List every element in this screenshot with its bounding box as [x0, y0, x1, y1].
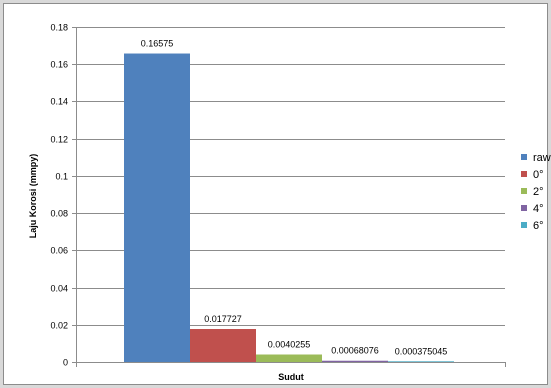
legend-swatch-4 [521, 205, 527, 211]
legend-label-3: 2° [533, 186, 544, 198]
data-label-2: 0.017727 [204, 314, 242, 324]
y-tick-label: 0.04 [50, 284, 68, 294]
legend: raw 0° 2° 4° 6° [521, 152, 551, 232]
legend-label-4: 4° [533, 203, 544, 215]
data-label-5: 0.000375045 [395, 346, 448, 356]
bar-3 [256, 354, 322, 362]
y-tick-label: 0.1 [55, 172, 68, 182]
legend-swatch-1 [521, 154, 527, 160]
legend-swatch-2 [521, 171, 527, 177]
y-tick-label: 0.12 [50, 135, 68, 145]
data-label-4: 0.00068076 [331, 346, 379, 356]
y-tick-label: 0 [63, 358, 68, 368]
legend-label-1: raw [533, 152, 551, 164]
data-label-1: 0.16575 [141, 39, 174, 49]
axes: 0 0.02 0.04 0.06 0.08 0.1 0.12 0.14 0.16 0.18 [50, 23, 506, 368]
data-label-3: 0.0040255 [268, 340, 311, 350]
legend-label-2: 0° [533, 169, 544, 181]
chart-frame [3, 3, 548, 385]
bar-2 [190, 329, 256, 362]
legend-label-5: 6° [533, 220, 544, 232]
y-tick-label: 0.08 [50, 209, 68, 219]
y-tick-label: 0.02 [50, 321, 68, 331]
bar-1 [124, 53, 190, 362]
bar-4 [322, 360, 388, 362]
data-labels: 0.16575 0.017727 0.0040255 0.00068076 0.0003… [141, 39, 448, 357]
y-tick-label: 0.16 [50, 60, 68, 70]
y-tick-label: 0.06 [50, 246, 68, 256]
x-axis-title: Sudut [278, 372, 304, 382]
legend-swatch-5 [521, 222, 527, 228]
legend-swatch-3 [521, 188, 527, 194]
y-axis-title: Laju Korosi (mmpy) [28, 154, 38, 239]
y-tick-label: 0.14 [50, 97, 68, 107]
bar-5 [388, 361, 454, 362]
y-tick-label: 0.18 [50, 23, 68, 33]
bars [124, 53, 454, 362]
